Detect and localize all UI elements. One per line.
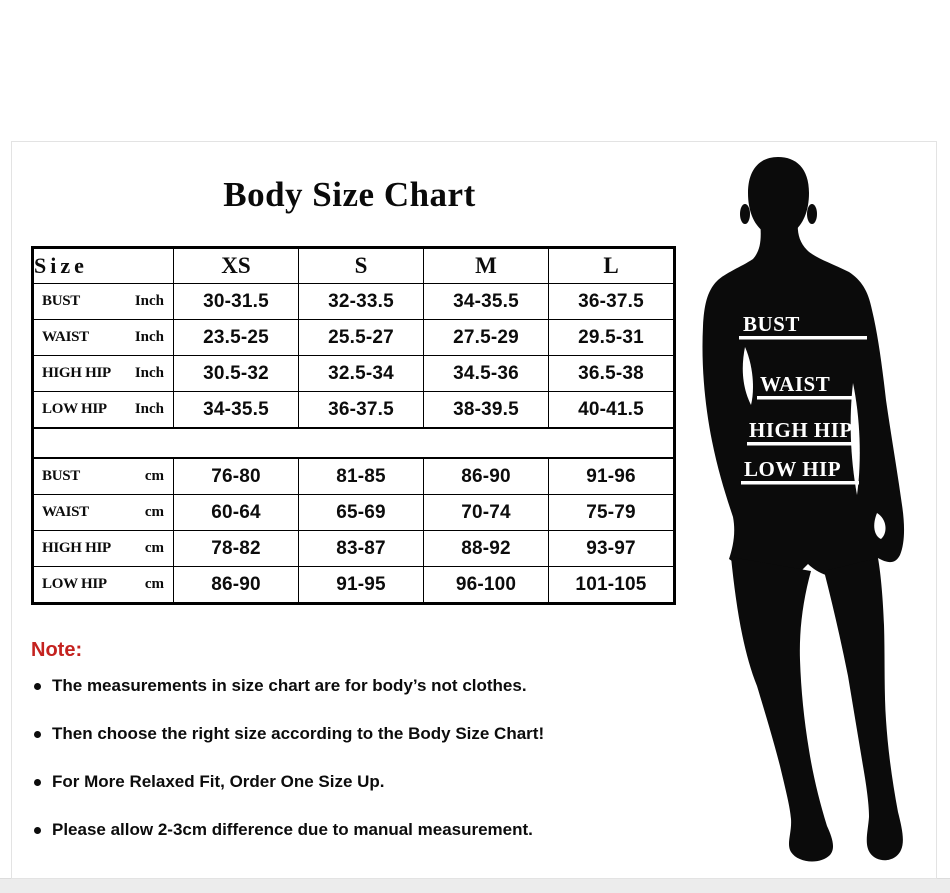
unit-label: cm [144, 540, 164, 556]
bullet-icon [34, 731, 41, 738]
note-text: Please allow 2-3cm difference due to man… [52, 820, 533, 839]
measurement-label: BUST [42, 293, 80, 309]
unit-label: cm [144, 468, 164, 484]
silhouette-body [702, 221, 905, 580]
size-value: 36.5-38 [548, 355, 675, 392]
table-row-bust-cm: BUST cm 76-80 81-85 86-90 91-96 [32, 457, 675, 495]
note-text: The measurements in size chart are for b… [52, 676, 527, 695]
column-header-l: L [548, 247, 675, 284]
figure-label-waist: WAIST [760, 372, 830, 396]
table-row-waist-cm: WAIST cm 60-64 65-69 70-74 75-79 [32, 494, 675, 531]
size-value: 34.5-36 [423, 355, 549, 392]
silhouette-head [748, 157, 809, 237]
size-value: 91-95 [298, 566, 424, 604]
size-value: 83-87 [298, 530, 424, 567]
female-silhouette-icon: BUST WAIST HIGH HIP LOW HIP [702, 157, 905, 862]
figure-label-bust: BUST [743, 312, 800, 336]
note-item: Then choose the right size according to … [31, 724, 591, 744]
size-value: 86-90 [423, 457, 549, 495]
table-spacer-row [32, 427, 675, 459]
unit-label: Inch [134, 401, 164, 417]
size-value: 27.5-29 [423, 319, 549, 356]
size-value: 101-105 [548, 566, 675, 604]
table-row-waist-inch: WAIST Inch 23.5-25 25.5-27 27.5-29 29.5-… [32, 319, 675, 356]
size-value: 88-92 [423, 530, 549, 567]
note-heading: Note: [31, 639, 83, 661]
table-row-highhip-cm: HIGH HIP cm 78-82 83-87 88-92 93-97 [32, 530, 675, 567]
table-row-highhip-inch: HIGH HIP Inch 30.5-32 32.5-34 34.5-36 36… [32, 355, 675, 392]
size-value: 29.5-31 [548, 319, 675, 356]
bullet-icon [34, 827, 41, 834]
size-value: 96-100 [423, 566, 549, 604]
note-item: The measurements in size chart are for b… [31, 676, 591, 696]
size-value: 76-80 [173, 457, 299, 495]
measurement-label: LOW HIP [42, 401, 107, 417]
body-silhouette-figure: BUST WAIST HIGH HIP LOW HIP [681, 151, 941, 871]
figure-label-low-hip: LOW HIP [744, 457, 841, 481]
column-header-m: M [423, 247, 549, 284]
size-value: 32.5-34 [298, 355, 424, 392]
size-value: 30.5-32 [173, 355, 299, 392]
column-header-s: S [298, 247, 424, 284]
unit-label: cm [144, 504, 164, 520]
notes-section: Note: The measurements in size chart are… [31, 639, 591, 868]
column-header-xs: XS [173, 247, 299, 284]
silhouette-left-leg [731, 557, 834, 862]
size-value: 86-90 [173, 566, 299, 604]
content-box: Body Size Chart Size XS S M L BUST Inch … [11, 141, 937, 879]
size-value: 32-33.5 [298, 283, 424, 320]
bust-line [739, 336, 867, 340]
arm-gap-right [850, 383, 860, 495]
size-value: 34-35.5 [173, 391, 299, 429]
size-value: 78-82 [173, 530, 299, 567]
size-value: 25.5-27 [298, 319, 424, 356]
bottom-strip [0, 878, 950, 893]
note-item: For More Relaxed Fit, Order One Size Up. [31, 772, 591, 792]
note-text: Then choose the right size according to … [52, 724, 545, 743]
measurement-label: HIGH HIP [42, 540, 111, 556]
waist-line [757, 396, 855, 400]
unit-label: Inch [134, 329, 164, 345]
bullet-icon [34, 683, 41, 690]
size-value: 93-97 [548, 530, 675, 567]
note-item: Please allow 2-3cm difference due to man… [31, 820, 591, 840]
silhouette-right-leg [824, 558, 903, 861]
size-value: 91-96 [548, 457, 675, 495]
size-value: 40-41.5 [548, 391, 675, 429]
arm-gap-left [742, 347, 753, 405]
unit-label: cm [144, 576, 164, 592]
size-value: 65-69 [298, 494, 424, 531]
measurement-label: HIGH HIP [42, 365, 111, 381]
figure-label-high-hip: HIGH HIP [749, 418, 853, 442]
size-value: 75-79 [548, 494, 675, 531]
size-value: 81-85 [298, 457, 424, 495]
size-value: 30-31.5 [173, 283, 299, 320]
high-hip-line [747, 442, 857, 446]
size-value: 38-39.5 [423, 391, 549, 429]
size-value: 36-37.5 [298, 391, 424, 429]
table-row-bust-inch: BUST Inch 30-31.5 32-33.5 34-35.5 36-37.… [32, 283, 675, 320]
size-column-header: Size [32, 247, 174, 284]
note-text: For More Relaxed Fit, Order One Size Up. [52, 772, 385, 791]
low-hip-line [741, 481, 859, 485]
page-title: Body Size Chart [223, 175, 476, 214]
bullet-icon [34, 779, 41, 786]
size-value: 23.5-25 [173, 319, 299, 356]
table-row-lowhip-inch: LOW HIP Inch 34-35.5 36-37.5 38-39.5 40-… [32, 391, 675, 429]
unit-label: Inch [134, 365, 164, 381]
measurement-label: WAIST [42, 329, 89, 345]
measurement-label: LOW HIP [42, 576, 107, 592]
table-row-lowhip-cm: LOW HIP cm 86-90 91-95 96-100 101-105 [32, 566, 675, 604]
size-table: Size XS S M L BUST Inch 30-31.5 32-33.5 … [31, 246, 676, 605]
measurement-label: WAIST [42, 504, 89, 520]
unit-label: Inch [134, 293, 164, 309]
measurement-label: BUST [42, 468, 80, 484]
size-value: 36-37.5 [548, 283, 675, 320]
size-value: 60-64 [173, 494, 299, 531]
wrist-gap-right [874, 513, 886, 539]
table-header-row: Size XS S M L [32, 247, 675, 284]
size-value: 34-35.5 [423, 283, 549, 320]
size-value: 70-74 [423, 494, 549, 531]
